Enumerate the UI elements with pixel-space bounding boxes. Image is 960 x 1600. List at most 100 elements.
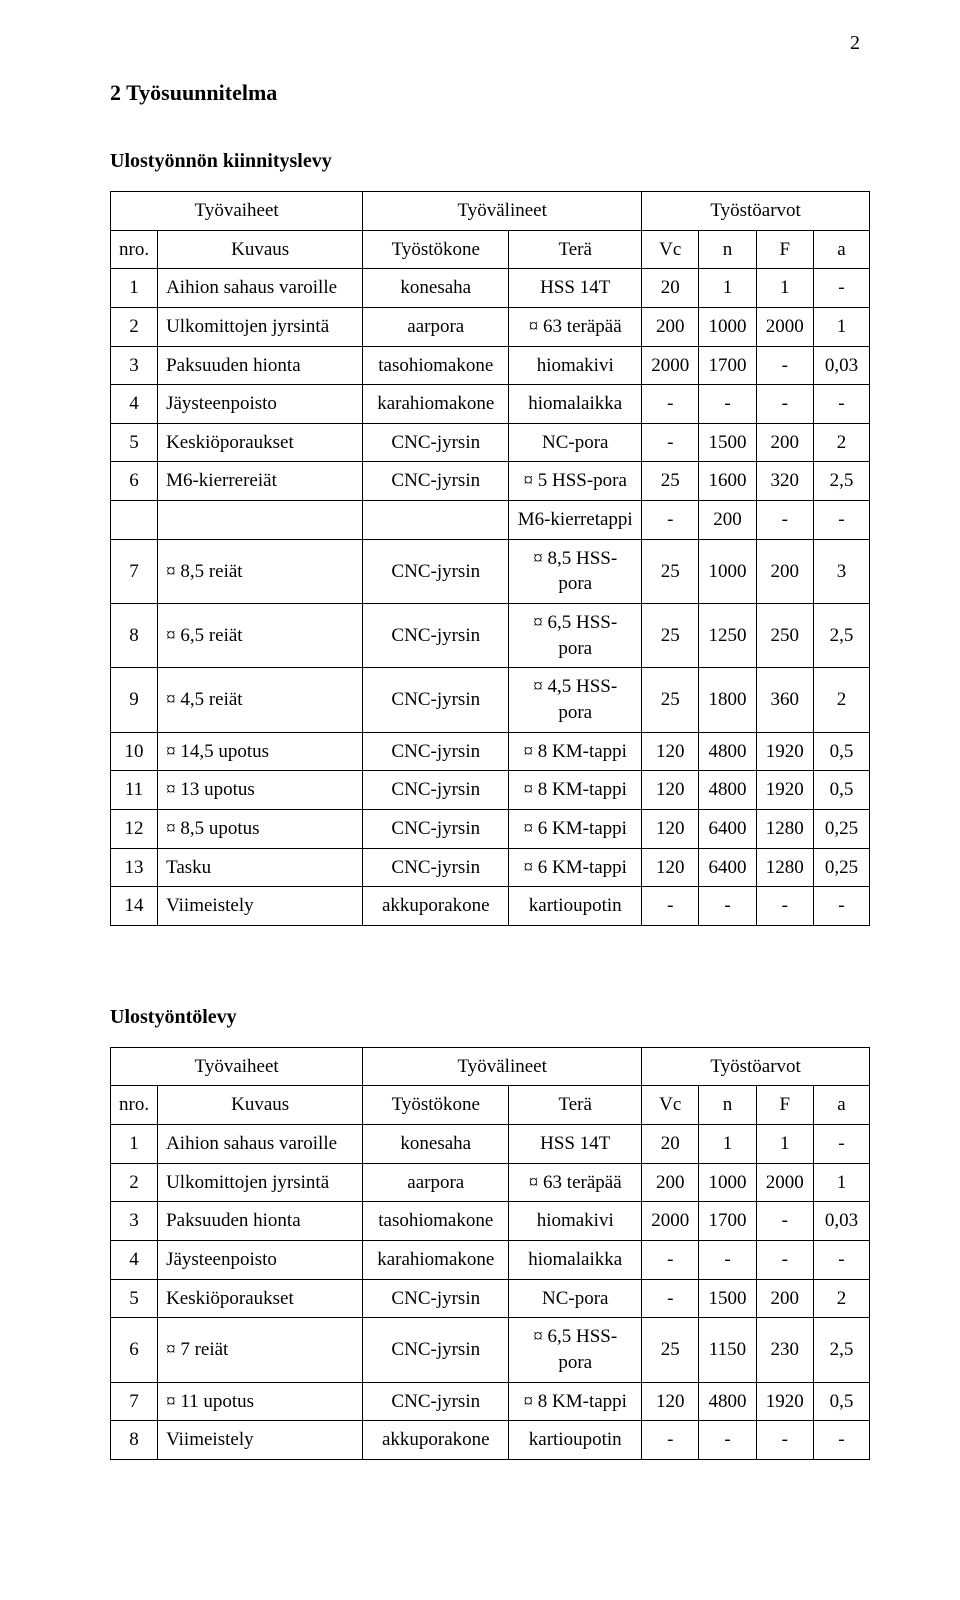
table-row: 6M6-kierrereiätCNC-jyrsin¤ 5 HSS-pora251… — [111, 462, 870, 501]
cell-vc: - — [642, 385, 699, 424]
cell-kuvaus: ¤ 13 upotus — [158, 771, 363, 810]
col-group-tyovalineet: Työvälineet — [363, 1047, 642, 1086]
table-row: 6¤ 7 reiätCNC-jyrsin¤ 6,5 HSS-pora251150… — [111, 1318, 870, 1382]
cell-a: - — [813, 501, 869, 540]
table-row: 3Paksuuden hiontatasohiomakonehiomakivi2… — [111, 1202, 870, 1241]
cell-kuvaus: Viimeistely — [158, 1421, 363, 1460]
cell-n: 6400 — [699, 848, 756, 887]
cell-tyostokone: konesaha — [363, 269, 509, 308]
cell-tera: ¤ 63 teräpää — [509, 1163, 642, 1202]
cell-a: 1 — [813, 307, 869, 346]
cell-vc: - — [642, 887, 699, 926]
cell-tyostokone: CNC-jyrsin — [363, 1279, 509, 1318]
col-a: a — [813, 1086, 869, 1125]
cell-kuvaus: Paksuuden hionta — [158, 1202, 363, 1241]
cell-vc: 25 — [642, 539, 699, 603]
cell-a: 1 — [813, 1163, 869, 1202]
cell-vc: 20 — [642, 269, 699, 308]
cell-a: 0,5 — [813, 771, 869, 810]
cell-tera: ¤ 63 teräpää — [509, 307, 642, 346]
cell-tyostokone: CNC-jyrsin — [363, 462, 509, 501]
cell-a: 2 — [813, 423, 869, 462]
cell-f: - — [756, 346, 813, 385]
cell-a: 2,5 — [813, 462, 869, 501]
cell-tyostokone: tasohiomakone — [363, 346, 509, 385]
cell-f: 1920 — [756, 771, 813, 810]
cell-f: 250 — [756, 604, 813, 668]
cell-a: - — [813, 887, 869, 926]
col-vc: Vc — [642, 230, 699, 269]
cell-n: - — [699, 887, 756, 926]
section1-title: Ulostyönnön kiinnityslevy — [110, 150, 870, 173]
section2-table: Työvaiheet Työvälineet Työstöarvot nro. … — [110, 1047, 870, 1460]
cell-nro: 8 — [111, 1421, 158, 1460]
cell-n: 1150 — [699, 1318, 756, 1382]
cell-n: 4800 — [699, 732, 756, 771]
col-n: n — [699, 1086, 756, 1125]
cell-f: - — [756, 887, 813, 926]
cell-nro: 5 — [111, 423, 158, 462]
cell-f: 1 — [756, 1125, 813, 1164]
cell-tyostokone: CNC-jyrsin — [363, 809, 509, 848]
table-row: 4Jäysteenpoistokarahiomakonehiomalaikka-… — [111, 385, 870, 424]
cell-vc: 25 — [642, 668, 699, 732]
cell-nro: 6 — [111, 1318, 158, 1382]
cell-tyostokone: aarpora — [363, 307, 509, 346]
col-vc: Vc — [642, 1086, 699, 1125]
cell-tyostokone: CNC-jyrsin — [363, 423, 509, 462]
cell-kuvaus: Ulkomittojen jyrsintä — [158, 307, 363, 346]
cell-nro: 10 — [111, 732, 158, 771]
col-nro: nro. — [111, 230, 158, 269]
cell-f: 1920 — [756, 732, 813, 771]
cell-a: 0,25 — [813, 809, 869, 848]
table-row: 13TaskuCNC-jyrsin¤ 6 KM-tappi12064001280… — [111, 848, 870, 887]
cell-a: 3 — [813, 539, 869, 603]
cell-tyostokone: karahiomakone — [363, 385, 509, 424]
cell-vc: 200 — [642, 307, 699, 346]
cell-tyostokone: konesaha — [363, 1125, 509, 1164]
cell-vc: 120 — [642, 771, 699, 810]
cell-nro: 6 — [111, 462, 158, 501]
table-header-row: nro. Kuvaus Työstökone Terä Vc n F a — [111, 1086, 870, 1125]
cell-n: 1600 — [699, 462, 756, 501]
cell-vc: 25 — [642, 462, 699, 501]
table-row: 10¤ 14,5 upotusCNC-jyrsin¤ 8 KM-tappi120… — [111, 732, 870, 771]
cell-nro: 3 — [111, 1202, 158, 1241]
table-row: 14Viimeistelyakkuporakonekartioupotin---… — [111, 887, 870, 926]
cell-kuvaus: ¤ 6,5 reiät — [158, 604, 363, 668]
cell-f: - — [756, 385, 813, 424]
cell-nro: 3 — [111, 346, 158, 385]
col-kuvaus: Kuvaus — [158, 1086, 363, 1125]
cell-nro: 14 — [111, 887, 158, 926]
cell-nro: 7 — [111, 539, 158, 603]
section2-tbody: 1Aihion sahaus varoillekonesahaHSS 14T20… — [111, 1125, 870, 1460]
cell-f: 320 — [756, 462, 813, 501]
cell-kuvaus: Ulkomittojen jyrsintä — [158, 1163, 363, 1202]
cell-tyostokone: akkuporakone — [363, 887, 509, 926]
cell-tera: NC-pora — [509, 423, 642, 462]
cell-tera: ¤ 8 KM-tappi — [509, 771, 642, 810]
table-row: 2Ulkomittojen jyrsintäaarpora¤ 63 teräpä… — [111, 1163, 870, 1202]
cell-tera: ¤ 6 KM-tappi — [509, 809, 642, 848]
col-n: n — [699, 230, 756, 269]
col-f: F — [756, 230, 813, 269]
cell-nro: 7 — [111, 1382, 158, 1421]
cell-a: 2 — [813, 668, 869, 732]
cell-vc: 2000 — [642, 346, 699, 385]
cell-kuvaus: Jäysteenpoisto — [158, 1241, 363, 1280]
cell-nro: 9 — [111, 668, 158, 732]
cell-a: 0,5 — [813, 732, 869, 771]
cell-f: 1280 — [756, 848, 813, 887]
cell-tera: hiomalaikka — [509, 385, 642, 424]
cell-f: - — [756, 501, 813, 540]
cell-tyostokone: CNC-jyrsin — [363, 732, 509, 771]
cell-vc: 20 — [642, 1125, 699, 1164]
cell-tyostokone: CNC-jyrsin — [363, 539, 509, 603]
table-row: 8Viimeistelyakkuporakonekartioupotin---- — [111, 1421, 870, 1460]
cell-tyostokone: akkuporakone — [363, 1421, 509, 1460]
cell-vc: 2000 — [642, 1202, 699, 1241]
cell-n: 4800 — [699, 1382, 756, 1421]
cell-nro — [111, 501, 158, 540]
cell-f: 200 — [756, 423, 813, 462]
table-row: 11¤ 13 upotusCNC-jyrsin¤ 8 KM-tappi12048… — [111, 771, 870, 810]
